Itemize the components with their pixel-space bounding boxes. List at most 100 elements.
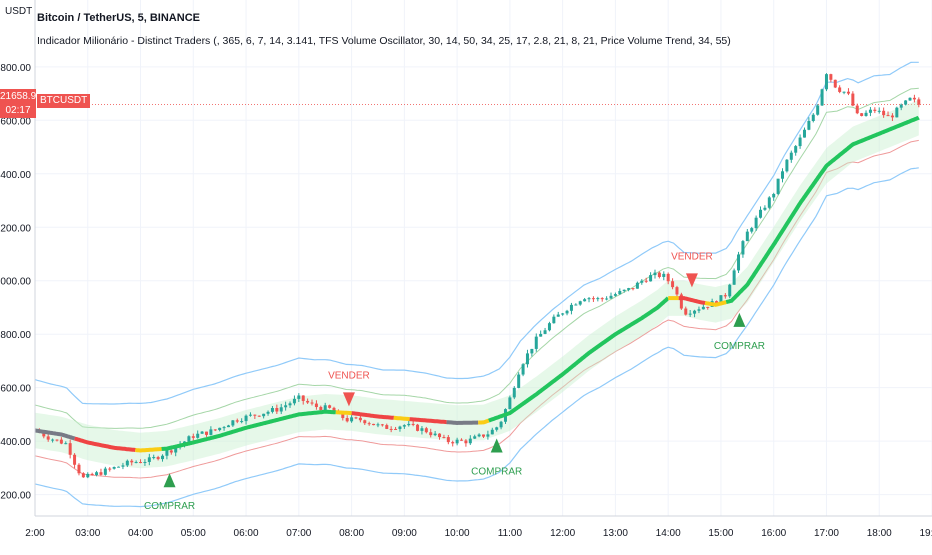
candle-body [873,109,877,111]
candle-body [842,91,846,93]
candle-body [81,473,85,478]
candle-body [530,348,534,354]
ma-segment-up [488,296,670,423]
candle-body [433,433,437,436]
candle-body [253,414,257,416]
candle-body [890,115,894,118]
ma-segment-neutral [335,410,352,416]
candle-body [750,228,754,232]
candle-body [165,450,169,456]
candle-body [442,437,446,439]
candle-body [147,457,151,462]
candle-body [622,289,626,291]
ma-segment-neutral [478,418,490,425]
buy-signal-arrow [490,438,503,453]
candle-body [90,473,94,476]
candle-body [737,254,741,271]
candle-body [407,423,411,426]
candle-body [95,472,99,476]
candle-body [640,280,644,283]
candle-body [679,294,683,309]
candle-body [424,428,428,433]
y-tick-label: 20800.00 [0,330,31,341]
candle-body [512,387,516,398]
candle-body [451,442,455,444]
candle-body [187,436,191,442]
candle-body [490,429,494,435]
x-tick-label: 16:00 [761,528,786,539]
candle-body [196,433,200,438]
candle-body [200,431,204,434]
x-tick-label: 11:00 [498,528,523,539]
candle-body [543,330,547,334]
candle-body [829,74,833,80]
candle-body [341,411,345,419]
candle-body [816,105,820,115]
candle-body [358,417,362,421]
ma-segment-neutral [135,447,162,453]
candle-body [591,298,595,300]
candle-body [578,301,582,305]
candle-body [103,468,107,475]
candle-body [64,443,68,445]
candle-body [552,316,556,324]
candle-body [855,105,859,114]
candle-body [886,115,890,117]
ma-segment-neutral [393,415,410,422]
candle-body [728,284,732,297]
candle-body [719,295,723,305]
candle-body [631,288,635,290]
candle-body [772,193,776,198]
candle-body [763,207,767,210]
candle-body [649,275,653,282]
candle-body [635,282,639,289]
last-price-label: 21658.93 [0,89,42,104]
candle-body [833,79,837,88]
candle-body [156,457,160,460]
candle-body [904,100,908,105]
candle-body [191,436,195,438]
y-tick-label: 21600.00 [0,116,31,127]
chart-title: Bitcoin / TetherUS, 5, BINANCE [37,12,200,24]
candle-body [389,428,393,430]
candle-body [143,461,147,463]
candle-body [240,421,244,423]
candle-body [301,395,305,401]
candle-body [328,405,332,408]
buy-signal-arrow [163,473,176,488]
candle-body [587,298,591,300]
candle-body [561,313,565,315]
inner-upper-band [34,87,919,429]
candle-body [226,425,230,428]
candle-body [895,107,899,118]
candle-body [877,110,881,112]
indicator-legend[interactable]: Indicador Milionário - Distinct Traders … [37,35,731,47]
candle-body [292,398,296,404]
candle-body [354,417,358,419]
candle-body [468,438,472,444]
candle-body [653,272,657,276]
candle-body [767,197,771,208]
candle-body [908,97,912,101]
candle-body [319,407,323,411]
candle-body [741,241,745,255]
x-tick-label: 09:00 [392,528,417,539]
ma-segment-up [161,409,336,451]
candle-body [314,403,318,408]
candle-body [547,323,551,331]
candle-body [864,112,868,116]
candle-body [310,402,314,404]
candle-body [420,428,424,431]
x-tick-label: 19:00 [919,528,932,539]
candle-body [363,420,367,424]
candle-body [627,288,631,290]
ma-segment-neutral [704,300,727,307]
x-tick-label: 14:00 [656,528,681,539]
candle-body [213,429,217,431]
candle-body [754,217,758,229]
candle-body [231,420,235,426]
bar-countdown: 02:17 [0,104,36,118]
candle-body [367,423,371,425]
